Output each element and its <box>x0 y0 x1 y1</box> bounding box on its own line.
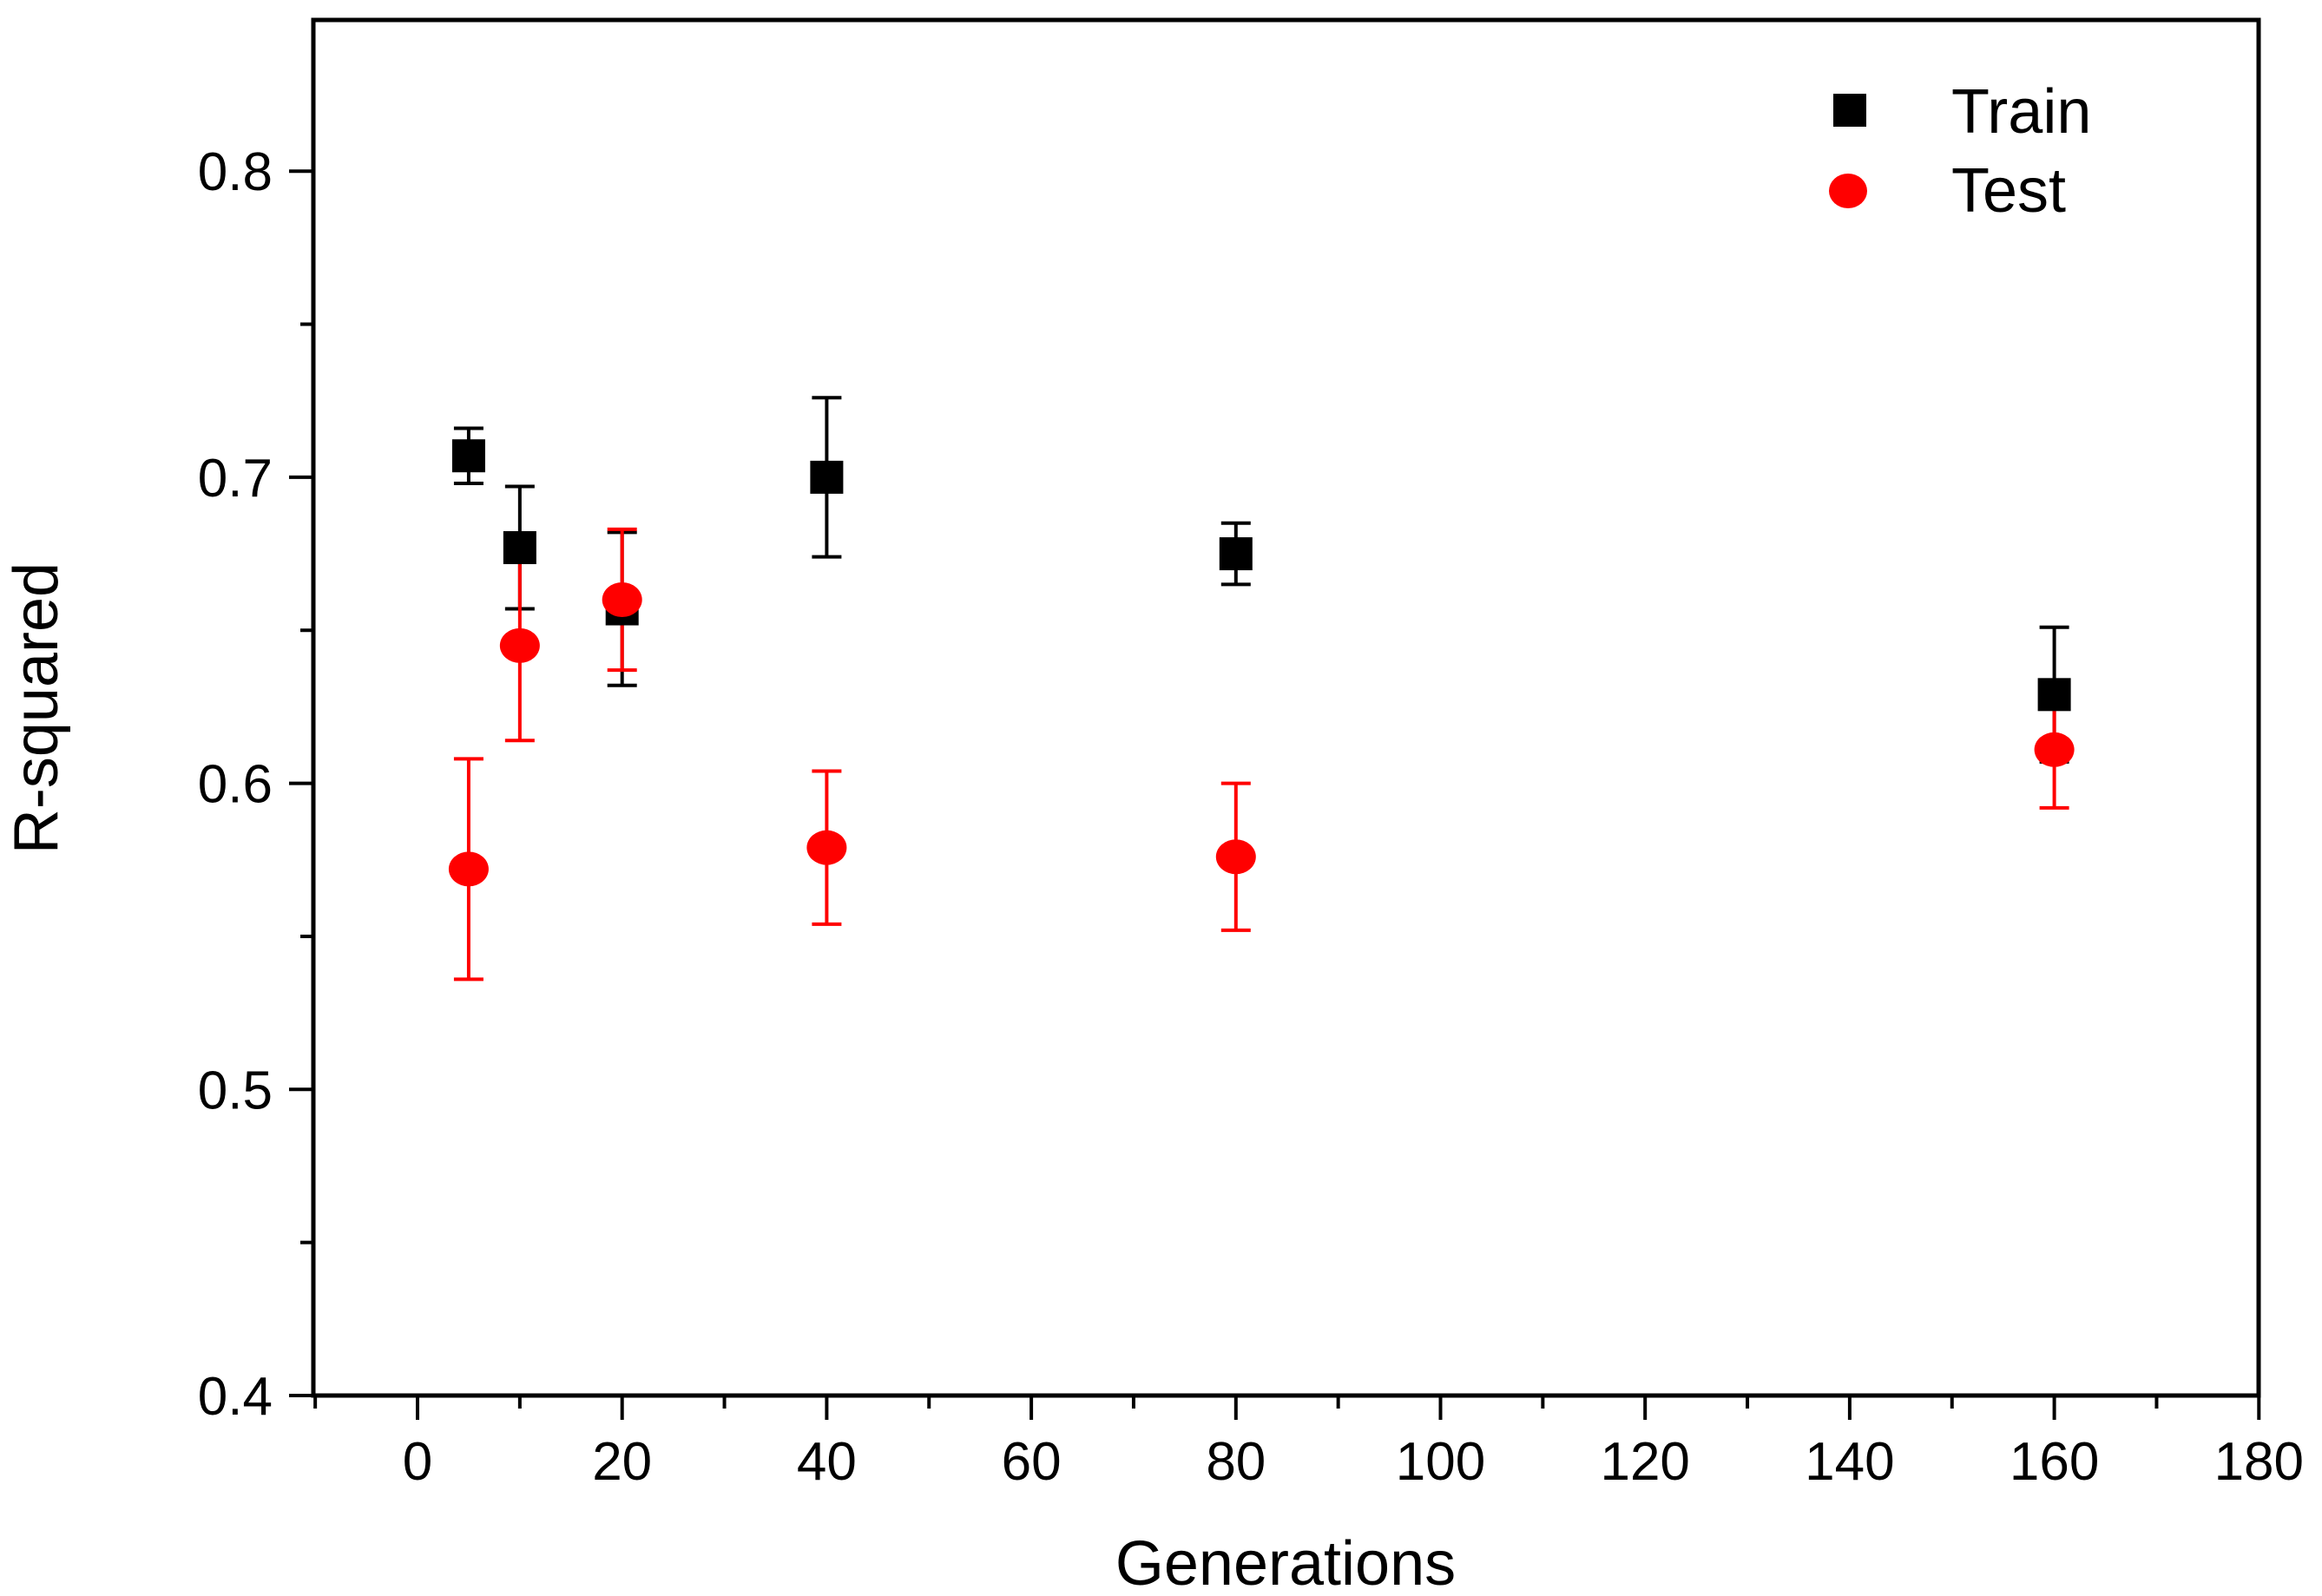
y-axis-title: R-squared <box>2 562 71 854</box>
train-point <box>2037 678 2071 712</box>
x-tick-label: 60 <box>1002 1432 1062 1492</box>
plot-area <box>289 17 2261 1420</box>
x-tick-label: 160 <box>2010 1432 2099 1492</box>
test-point <box>602 581 642 617</box>
x-tick-label: 180 <box>2214 1432 2304 1492</box>
test-point <box>499 627 540 663</box>
x-tick-label: 80 <box>1206 1432 1266 1492</box>
legend-train-swatch <box>1833 94 1866 127</box>
test-point <box>448 851 489 887</box>
train-point <box>810 460 844 494</box>
legend-test-label: Test <box>1951 156 2066 226</box>
x-tick-label: 100 <box>1396 1432 1485 1492</box>
axis-ticks <box>289 169 2261 1420</box>
x-tick-label: 20 <box>592 1432 652 1492</box>
legend-test-swatch <box>1829 174 1867 208</box>
y-tick-label: 0.8 <box>198 142 273 202</box>
plot-frame <box>311 17 2261 1398</box>
train-point <box>1219 537 1253 571</box>
y-axis-tick-labels: 0.4 0.5 0.6 0.7 0.8 <box>198 142 273 1427</box>
data-markers <box>448 439 2075 887</box>
test-point <box>1215 839 1256 875</box>
x-tick-label: 0 <box>403 1432 432 1492</box>
x-tick-label: 140 <box>1805 1432 1894 1492</box>
x-tick-label: 120 <box>1600 1432 1689 1492</box>
legend: Train Test <box>1829 77 2091 226</box>
error-bars <box>453 396 2069 982</box>
y-tick-label: 0.4 <box>198 1367 273 1427</box>
y-tick-label: 0.6 <box>198 755 273 815</box>
y-tick-label: 0.5 <box>198 1061 273 1120</box>
test-point <box>806 830 847 865</box>
train-point <box>503 531 536 565</box>
legend-train-label: Train <box>1951 77 2091 147</box>
test-point <box>2034 732 2075 767</box>
x-axis-title: Generations <box>1115 1529 1456 1596</box>
x-tick-label: 40 <box>797 1432 857 1492</box>
train-point <box>451 439 485 473</box>
x-axis-tick-labels: 0 20 40 60 80 100 120 140 160 180 <box>403 1432 2304 1492</box>
y-tick-label: 0.7 <box>198 449 273 509</box>
